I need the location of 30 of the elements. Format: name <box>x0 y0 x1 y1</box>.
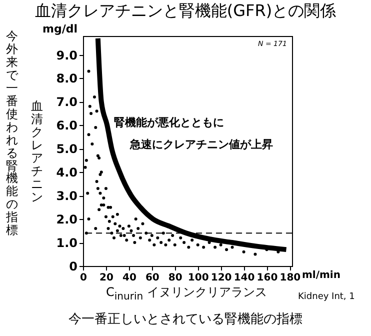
x-tick-label: 180 <box>280 272 301 284</box>
annotation: 急速にクレアチニン値が上昇 <box>130 137 273 152</box>
x-tick-label: 120 <box>210 272 232 284</box>
x-tick-label: 0 <box>80 272 88 284</box>
x-tick-label: 40 <box>122 272 136 284</box>
x-tick-label: 100 <box>188 272 209 284</box>
x-tick-label: 20 <box>100 272 114 284</box>
x-axis-title: C$_{inurin}$ イヌリンクリアランス <box>106 284 267 302</box>
y-tick-label: 2.0 <box>56 212 78 227</box>
x-tick-label: 140 <box>234 272 255 284</box>
text: Kidney Int, 1 <box>298 292 355 302</box>
x-tick-label: 80 <box>168 272 182 284</box>
chart-title: 血清クレアチニンと腎機能(GFR)との関係 <box>34 1 338 22</box>
text: ml/min <box>302 270 340 281</box>
y-tick-label: 5.0 <box>56 142 78 156</box>
y-tick-label: 4.0 <box>56 166 78 180</box>
y-tick-label: 9.0 <box>56 48 78 62</box>
x-tick-label: 60 <box>145 272 160 284</box>
y-tick-label: 8.0 <box>56 72 78 86</box>
y-tick-label: 1.0 <box>56 236 78 250</box>
y-axis-title: mg/dl <box>42 22 78 36</box>
y-tick-label: 6.0 <box>56 118 78 133</box>
y-tick-label: 0 <box>69 260 78 274</box>
y-tick-label: 3.0 <box>56 189 78 204</box>
text: 今外来で一番使われる腎機能の指標 <box>6 29 18 238</box>
text: 血清クレアチニン <box>31 99 43 204</box>
x-tick-label: 160 <box>256 272 278 284</box>
y-tick-label: 7.0 <box>56 95 78 110</box>
annotation: 腎機能が悪化とともに <box>114 115 224 130</box>
text: 今一番正しいとされている腎機能の指標 <box>68 311 304 328</box>
